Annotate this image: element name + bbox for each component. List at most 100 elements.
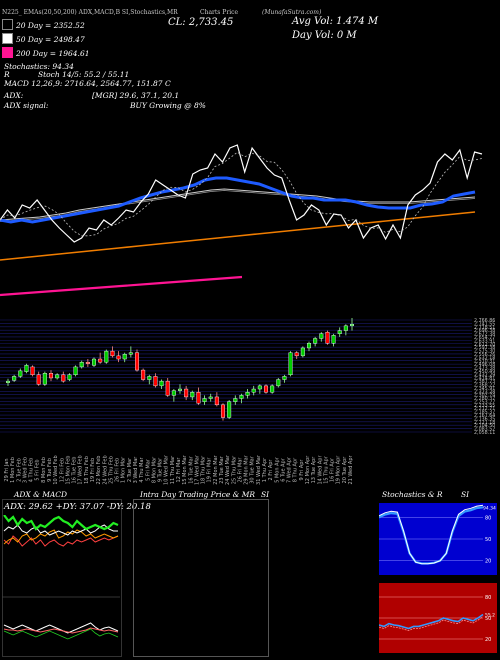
candle-body xyxy=(104,350,109,363)
y-tick-label: 2,414.81 xyxy=(474,376,495,382)
candle-body xyxy=(73,366,78,376)
y-tick-label: 2,450.49 xyxy=(474,369,495,375)
stoch-level-label: 20 xyxy=(485,559,491,565)
adx-value: [MGR] 29.6, 37.1, 20.1 xyxy=(92,91,180,100)
adx-indicator-chart xyxy=(2,515,120,640)
candle-body xyxy=(55,374,60,379)
adx-values: ADX: 29.62 +DY: 37.07 -DY: 20.18 xyxy=(4,502,151,512)
date-tick-label: 11 Thu Mar xyxy=(170,455,176,484)
date-tick-label: 15 Mon Mar xyxy=(182,454,188,484)
y-tick-label: 2,432.29 xyxy=(474,372,495,378)
date-tick-label: 10 Wed Mar xyxy=(164,454,170,485)
date-tick-label: 21 Wed Apr xyxy=(348,455,354,485)
date-tick-label: 12 Mon Apr xyxy=(305,455,311,485)
ema20-swatch xyxy=(2,19,13,30)
date-tick-label: 15 Mon Feb xyxy=(65,456,71,485)
candle-body xyxy=(110,350,115,357)
candle-body xyxy=(202,398,207,402)
y-tick-label: 2,083.52 xyxy=(474,427,495,433)
ema20-dashed-line xyxy=(0,151,483,237)
y-tick-label: 2,323.28 xyxy=(474,389,495,395)
y-tick-label: 2,633.91 xyxy=(474,338,495,344)
date-tick-label: 19 Mon Apr xyxy=(336,455,342,485)
date-tick-label: 14 Wed Apr xyxy=(317,455,323,485)
date-tick-label: 5 Fri Feb xyxy=(35,459,41,480)
candle-body xyxy=(239,395,244,399)
candle-body xyxy=(141,369,146,380)
candle-body xyxy=(257,385,262,390)
candle-body xyxy=(122,354,127,360)
candle-body xyxy=(270,385,275,393)
stochastics-value-label: 94.34 xyxy=(483,505,496,511)
macd-signal-line xyxy=(3,627,119,634)
candle-body xyxy=(67,374,72,380)
minus-di-line xyxy=(3,535,119,547)
candle-body xyxy=(12,376,17,381)
stochastics-legend: Stochastics: 94.34 xyxy=(4,62,74,71)
intra-panel-title: Intra Day Trading Price & MR xyxy=(140,490,256,499)
stoch-si-label: SI xyxy=(461,490,470,499)
y-tick-label: 2,532.18 xyxy=(474,355,495,361)
candle-body xyxy=(134,352,139,371)
y-tick-label: 2,473.38 xyxy=(474,366,495,372)
candle-body xyxy=(264,385,269,393)
date-tick-label: 16 Tue Feb xyxy=(72,457,78,484)
candle-body xyxy=(171,390,176,396)
date-tick-label: 8 Thu Apr xyxy=(293,457,299,482)
date-tick-label: 5 Mon Apr xyxy=(274,456,280,482)
y-tick-label: 2,368.22 xyxy=(474,382,495,388)
y-tick-label: 2,741.55 xyxy=(474,321,495,327)
candle-body xyxy=(208,396,213,399)
stoch-panel-title: Stochastics & R xyxy=(382,490,443,499)
moving-average-overlay xyxy=(0,144,483,297)
y-tick-label: 2,212.71 xyxy=(474,406,495,412)
candle-body xyxy=(251,388,256,393)
candle-body xyxy=(300,347,305,357)
candle-body xyxy=(98,358,103,363)
y-tick-label: 2,766.86 xyxy=(474,318,495,324)
candle-body xyxy=(307,343,312,349)
candle-body xyxy=(5,380,10,383)
candle-body xyxy=(30,366,35,376)
date-tick-label: 2 Tue Mar xyxy=(127,457,133,482)
stochastics-panel: 80 50 20 80 50 20 94.34 55.2 xyxy=(379,503,497,653)
candle-body xyxy=(331,335,336,344)
date-tick-label: 9 Tue Feb xyxy=(47,458,53,482)
chart-code-header: N225_ EMAs(20,50,200) ADX,MACD,B SI,Stoc… xyxy=(2,9,178,16)
candle-body xyxy=(227,401,232,418)
candle-body xyxy=(276,379,281,387)
adx-signal-value: BUY Growing @ 8% xyxy=(130,101,206,110)
intra-si-label: SI xyxy=(261,490,270,499)
stoch-level-label: 50 xyxy=(485,537,491,543)
y-tick-label: 2,597.38 xyxy=(474,345,495,351)
y-tick-label: 2,136.35 xyxy=(474,416,495,422)
sma20-line xyxy=(0,176,476,224)
date-tick-label: 7 Wed Apr xyxy=(287,456,293,483)
sma50-line xyxy=(0,188,476,221)
candle-body xyxy=(337,330,342,334)
date-tick-label: 29 Mon Mar xyxy=(244,454,250,484)
y-tick-label: 2,510.31 xyxy=(474,359,495,365)
y-tick-label: 2,345.91 xyxy=(474,386,495,392)
date-tick-label: 15 Thu Apr xyxy=(323,455,329,484)
date-tick-label: 16 Fri Apr xyxy=(330,457,336,482)
y-tick-label: 2,253.27 xyxy=(474,399,495,405)
candle-body xyxy=(177,388,182,391)
date-tick-label: 24 Wed Mar xyxy=(225,454,231,485)
date-tick-label: 17 Wed Feb xyxy=(78,455,84,484)
y-tick-label: 2,575.30 xyxy=(474,349,495,355)
orange-line xyxy=(3,529,119,545)
close-price: CL: 2,733.45 xyxy=(168,17,234,28)
sma200-line xyxy=(0,211,476,261)
source-header: (MunafaSutra.com) xyxy=(262,9,322,16)
sma50-line-2 xyxy=(0,190,476,222)
y-tick-label: 2,185.37 xyxy=(474,410,495,416)
candle-body xyxy=(165,380,170,396)
stochastics-d-line xyxy=(379,504,484,565)
date-tick-label: 24 Wed Feb xyxy=(102,455,108,484)
adx-panel-title: ADX & MACD xyxy=(14,490,68,499)
candle-body xyxy=(61,374,66,382)
y-tick-label: 2,104.50 xyxy=(474,423,495,429)
candle-body xyxy=(85,361,90,364)
date-tick-label: 18 Thu Feb xyxy=(84,456,90,484)
